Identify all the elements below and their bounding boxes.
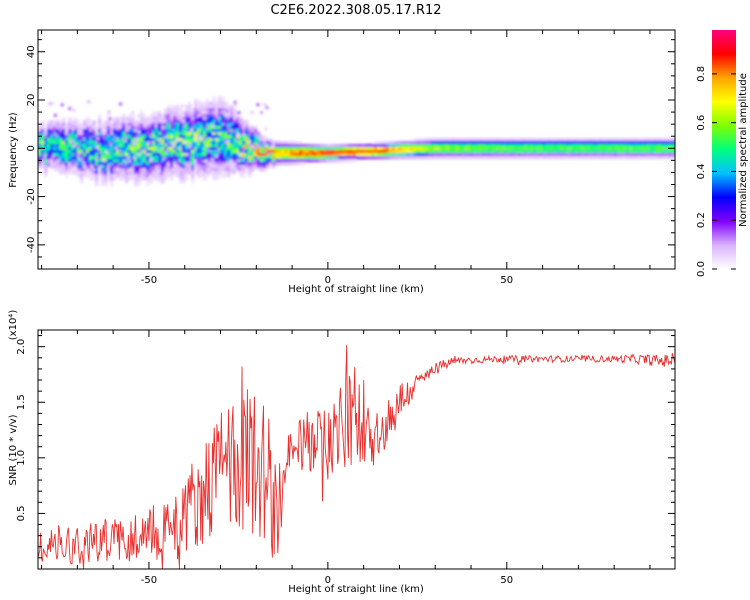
colorbar-bar (712, 30, 736, 269)
y-tick-label: 0 (26, 145, 37, 151)
snr-ticks: -50 0 50 0.5 1.0 1.5 2.0 (16, 330, 675, 586)
snr-x-axis-label: Height of straight line (km) (288, 584, 424, 595)
snr-panel: -50 0 50 0.5 1.0 1.5 2.0 Height of straight li… (8, 310, 676, 595)
heatmap-cells (38, 96, 675, 187)
spectrogram-y-axis-label: Frequency (Hz) (8, 112, 19, 188)
snr-frame (37, 329, 676, 570)
x-tick-label: 0 (325, 575, 331, 586)
spectrogram-x-axis-label: Height of straight line (km) (288, 284, 424, 295)
spectrogram-panel: -50 0 50 -40 -20 0 20 40 Height of straight lin… (8, 29, 676, 295)
x-tick-label: 50 (500, 275, 513, 286)
colorbar-ticks: 0.0 0.2 0.4 0.6 0.8 (696, 66, 736, 277)
y-tick-label: 0.5 (16, 505, 27, 521)
x-tick-label: -50 (141, 275, 157, 286)
colorbar-label: Normalized spectral amplitude (738, 73, 749, 227)
snr-series-line (38, 345, 675, 569)
y-tick-label: 2.0 (16, 339, 27, 355)
x-tick-label: -50 (141, 575, 157, 586)
y-tick-label: 1.5 (16, 394, 27, 410)
snr-plot-area (38, 330, 675, 569)
colorbar-tick-label: 0.4 (696, 163, 707, 179)
snr-y-axis-label: SNR (10 * v/v) (8, 414, 19, 485)
colorbar-tick-label: 0.2 (696, 212, 707, 228)
colorbar-tick-label: 0.0 (696, 261, 707, 277)
snr-scale-note: (x10⁴) (8, 310, 19, 341)
colorbar: 0.0 0.2 0.4 0.6 0.8 Normalized spectral ampl… (696, 30, 749, 277)
y-tick-label: -20 (26, 188, 37, 204)
chart-title: C2E6.2022.308.05.17.R12 (270, 3, 441, 18)
spectrogram-frame (37, 29, 676, 270)
x-tick-label: 50 (500, 575, 513, 586)
spectrogram-ticks: -50 0 50 -40 -20 0 20 40 (26, 30, 675, 286)
y-tick-label: -40 (26, 237, 37, 253)
y-tick-label: 20 (26, 94, 37, 107)
spectrogram-heatmap (38, 96, 675, 187)
y-tick-label: 1.0 (16, 450, 27, 466)
colorbar-tick-label: 0.8 (696, 66, 707, 82)
x-tick-label: 0 (325, 275, 331, 286)
colorbar-tick-label: 0.6 (696, 115, 707, 131)
y-tick-label: 40 (26, 45, 37, 58)
